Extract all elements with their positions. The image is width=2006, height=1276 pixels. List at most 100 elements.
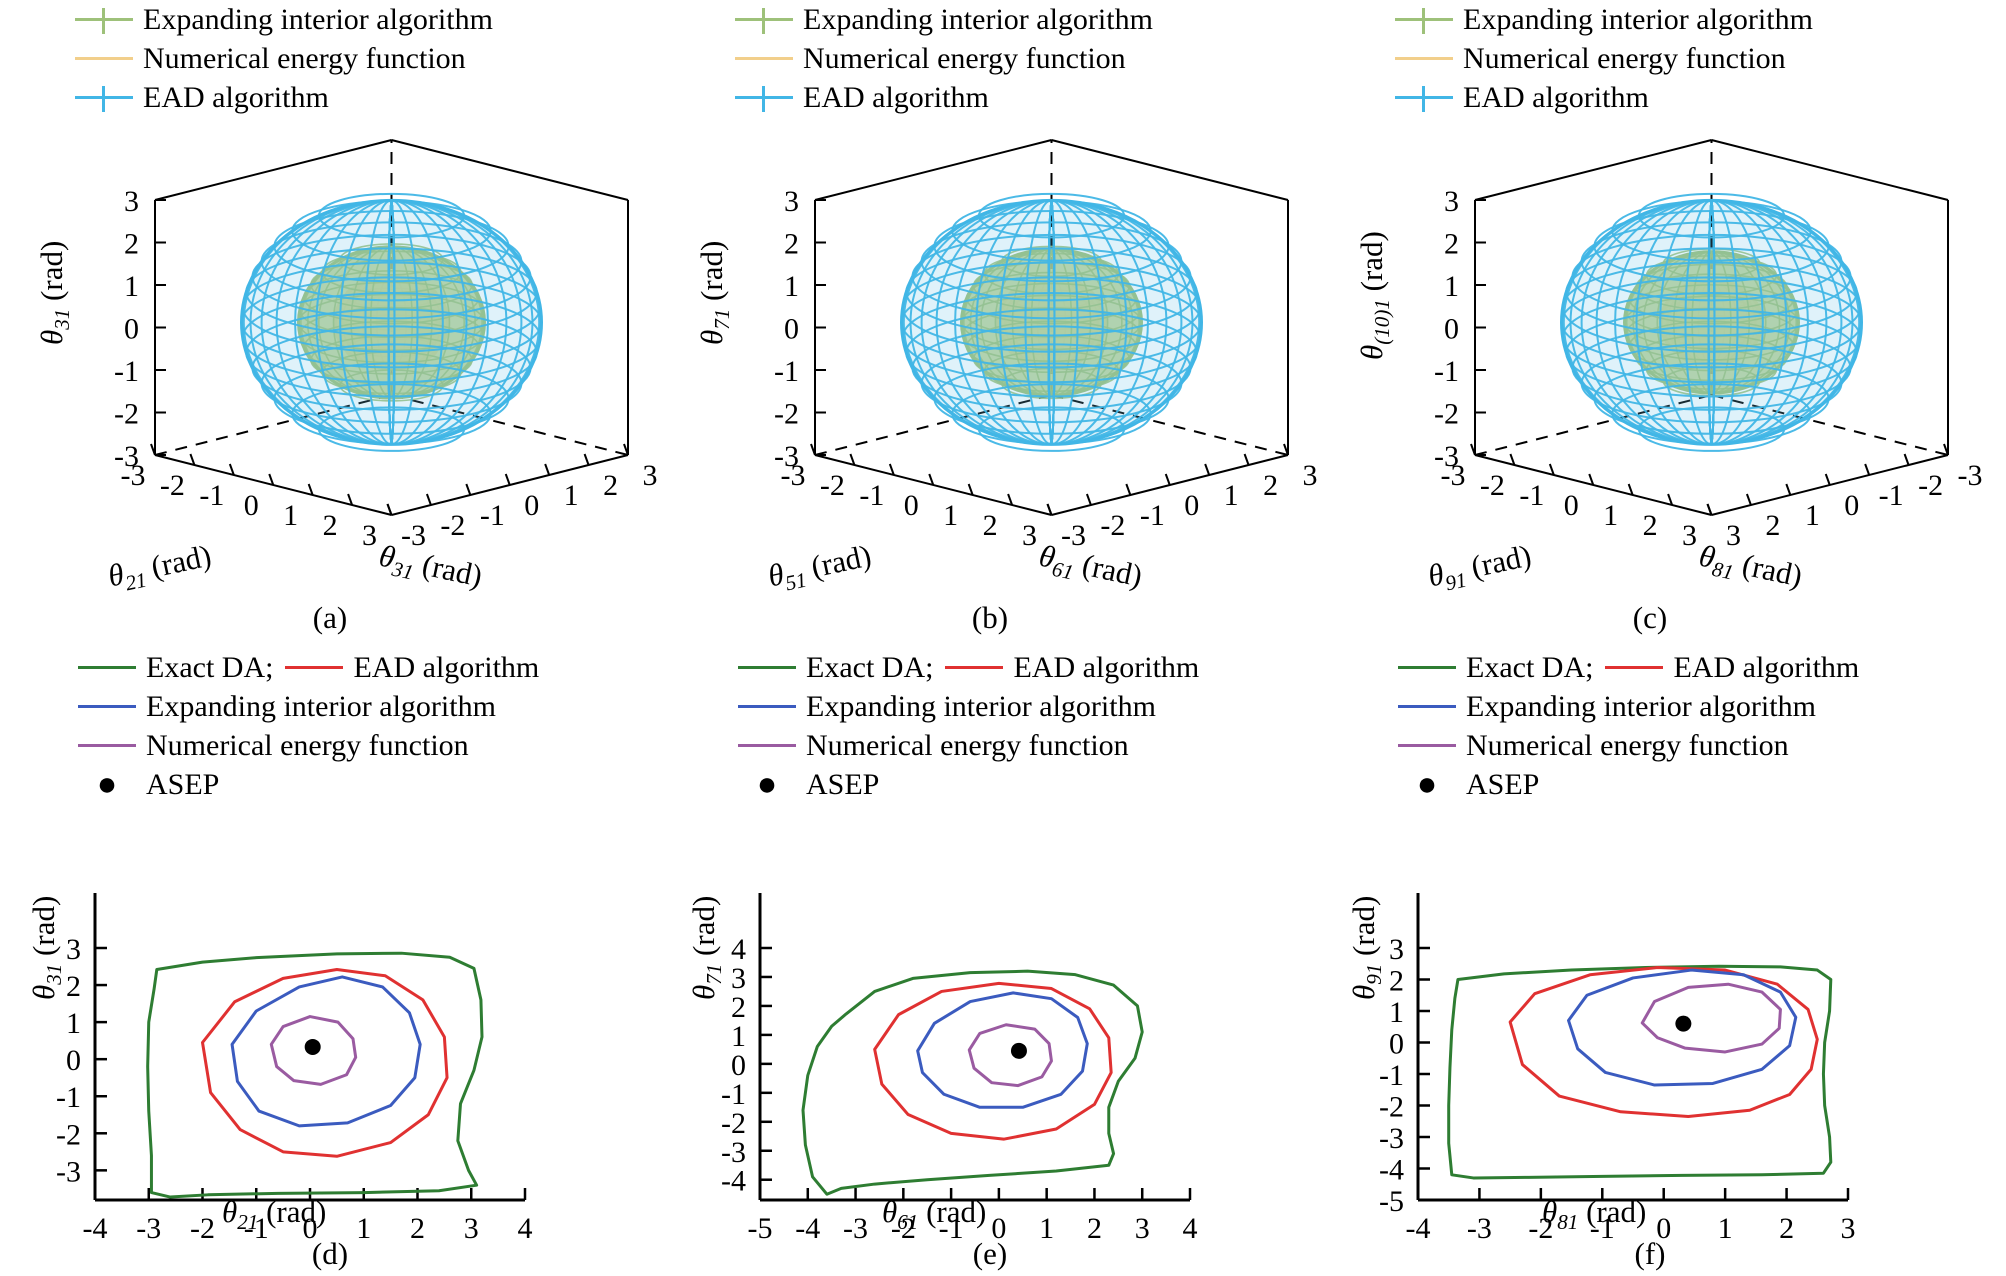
- tick-mark: [1627, 483, 1634, 496]
- tick-label: -1: [1140, 499, 1165, 532]
- tick-label: 0: [66, 1044, 81, 1077]
- tick-label: 4: [1183, 1212, 1198, 1245]
- tick-mark: [623, 443, 629, 456]
- tick-label: 2: [1389, 965, 1404, 998]
- tick-label: -2: [190, 1212, 215, 1245]
- tick-label: 1: [1718, 1212, 1733, 1245]
- legend-label: EAD algorithm: [803, 81, 989, 114]
- line-icon: [1395, 57, 1453, 60]
- tick-label: 3: [1444, 185, 1459, 218]
- tick-label: 0: [1564, 489, 1579, 522]
- tick-label: -3: [774, 440, 799, 473]
- tick-label: 0: [991, 1212, 1006, 1245]
- tick-mark: [1204, 463, 1211, 476]
- legend-top-c: Expanding interior algorithm Numerical e…: [1395, 0, 1813, 117]
- tick-label: 2: [983, 509, 998, 542]
- legend-item: Numerical energy function: [75, 39, 493, 78]
- line-icon: [78, 744, 136, 747]
- tick-label: 2: [1765, 509, 1780, 542]
- tick-label: 1: [1805, 499, 1820, 532]
- tick-label: 3: [784, 185, 799, 218]
- tick-mark: [849, 453, 856, 466]
- axis-line: [391, 139, 629, 201]
- line-icon: [1605, 666, 1664, 669]
- tick-label: -1: [114, 355, 139, 388]
- line-icon: [738, 744, 796, 747]
- tick-label: -1: [199, 479, 224, 512]
- line-icon: [78, 705, 136, 708]
- axis-line: [1474, 139, 1712, 201]
- tick-mark: [1243, 453, 1250, 466]
- tick-mark: [228, 463, 235, 476]
- tick-label: -3: [781, 459, 806, 492]
- tick-label: 0: [1656, 1212, 1671, 1245]
- tick-label: 0: [303, 1212, 318, 1245]
- tick-label: -3: [114, 440, 139, 473]
- tick-label: 3: [1022, 519, 1037, 552]
- tick-mark: [150, 443, 156, 456]
- tick-mark: [1706, 503, 1713, 516]
- tick-label: 1: [124, 270, 139, 303]
- tick-label: 2: [603, 469, 618, 502]
- legend-item: EAD algorithm: [75, 78, 493, 117]
- line-icon: [1398, 666, 1456, 669]
- tick-mark: [1745, 493, 1752, 506]
- line-icon: [1398, 705, 1456, 708]
- tick-label: -1: [1590, 1212, 1615, 1245]
- legend-bottom-f: Exact DA; EAD algorithm Expanding interi…: [1398, 648, 1859, 804]
- legend-item: Expanding interior algorithm: [1395, 0, 1813, 39]
- tick-label: -2: [56, 1118, 81, 1151]
- legend-item: Expanding interior algorithm: [1398, 687, 1859, 726]
- legend-item: ● ASEP: [78, 765, 539, 804]
- tick-label: 3: [464, 1212, 479, 1245]
- tick-label: -3: [1441, 459, 1466, 492]
- tick-label: 3: [1135, 1212, 1150, 1245]
- surface-ead-algorithm: [240, 192, 543, 452]
- tick-mark: [1903, 453, 1910, 466]
- legend-label: EAD algorithm: [1463, 81, 1649, 114]
- caption-c: (c): [1632, 600, 1668, 635]
- tick-label: -5: [1379, 1185, 1404, 1218]
- tick-label: -2: [820, 469, 845, 502]
- tick-label: 3: [1389, 933, 1404, 966]
- tick-label: 0: [784, 313, 799, 346]
- tick-label: 3: [731, 962, 746, 995]
- legend-label: Numerical energy function: [1466, 729, 1789, 762]
- axis-label-y-a: θ31 (rad): [34, 240, 75, 345]
- plus-line-icon: [75, 86, 133, 112]
- tick-label: 0: [244, 489, 259, 522]
- tick-label: -3: [1379, 1122, 1404, 1155]
- plus-line-icon: [735, 8, 793, 34]
- tick-label: -3: [401, 519, 426, 552]
- axis-label-x-f: θ81 (rad): [1542, 1194, 1647, 1235]
- surface-ead-algorithm: [900, 192, 1203, 452]
- tick-mark: [189, 453, 196, 466]
- tick-label: -3: [121, 459, 146, 492]
- legend-item: Numerical energy function: [738, 726, 1199, 765]
- tick-label: -1: [1379, 1059, 1404, 1092]
- legend-bottom-d: Exact DA; EAD algorithm Expanding interi…: [78, 648, 539, 804]
- tick-label: 0: [524, 489, 539, 522]
- legend-bottom-e: Exact DA; EAD algorithm Expanding interi…: [738, 648, 1199, 804]
- tick-mark: [1943, 443, 1949, 456]
- tick-label: 0: [1184, 489, 1199, 522]
- tick-label: 0: [1444, 313, 1459, 346]
- legend-label: ASEP: [806, 768, 880, 801]
- tick-label: 3: [124, 185, 139, 218]
- series-ead-algorithm: [873, 981, 1113, 1141]
- asep-marker: [1010, 1042, 1027, 1059]
- legend-top-a: Expanding interior algorithm Numerical e…: [75, 0, 493, 117]
- legend-item: Exact DA; EAD algorithm: [1398, 648, 1859, 687]
- tick-label: -4: [1406, 1212, 1431, 1245]
- tick-label: -4: [721, 1165, 746, 1198]
- tick-label: 2: [323, 509, 338, 542]
- tick-mark: [888, 463, 895, 476]
- axis-label-y-f: θ91 (rad): [1346, 895, 1387, 1000]
- tick-label: -1: [480, 499, 505, 532]
- legend-label: Expanding interior algorithm: [143, 3, 493, 36]
- legend-label: Numerical energy function: [1463, 42, 1786, 75]
- tick-mark: [1046, 503, 1053, 516]
- legend-label: Expanding interior algorithm: [1463, 3, 1813, 36]
- axis-label-y-b: θ71 (rad): [694, 240, 735, 345]
